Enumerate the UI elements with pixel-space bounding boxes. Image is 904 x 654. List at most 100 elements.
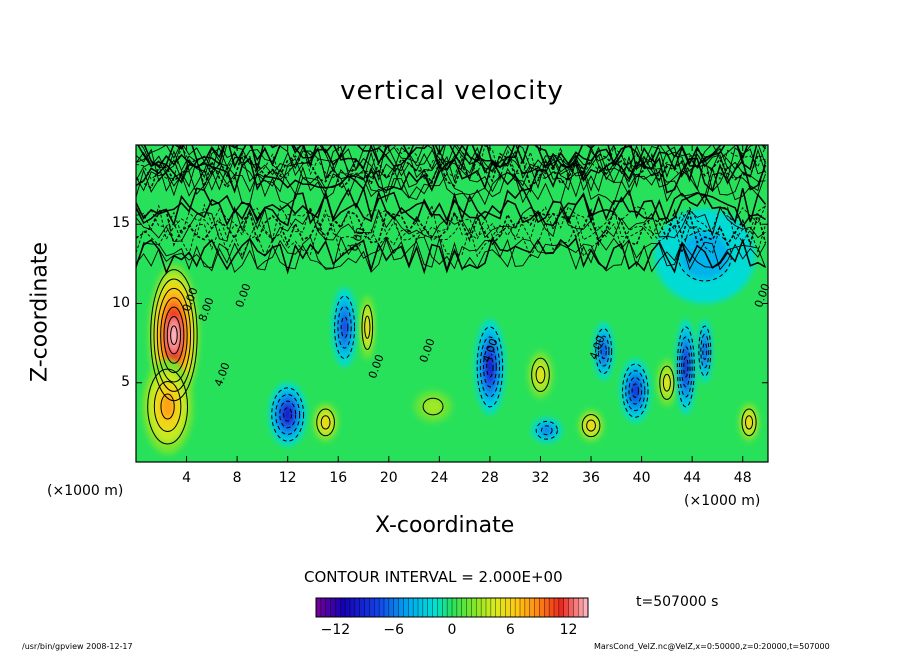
colorbar-swatch — [320, 598, 327, 617]
contour-line — [540, 425, 553, 436]
colorbar-swatch — [316, 598, 322, 617]
feature-cell — [675, 319, 696, 415]
colorbar-swatch — [388, 598, 395, 617]
feature-cell — [654, 208, 756, 304]
colorbar-swatch — [330, 598, 336, 617]
colorbar-swatch — [345, 598, 351, 617]
contour-line — [364, 315, 371, 339]
contour-line — [316, 408, 335, 437]
contour-line — [166, 315, 182, 355]
colorbar-swatch — [544, 598, 550, 617]
x-tick-label: 4 — [182, 470, 191, 486]
colorbar-tick-label: −12 — [320, 622, 351, 638]
x-tick-marks — [186, 145, 744, 462]
contour-line — [531, 357, 550, 392]
x-tick-label: 28 — [480, 470, 499, 486]
footer-right: MarsCond_VelZ.nc@VelZ,x=0:50000,z=0:2000… — [594, 642, 830, 651]
colorbar-swatch — [403, 598, 409, 617]
x-units-left: (×1000 m) — [47, 483, 124, 499]
feature-cell — [268, 382, 307, 447]
y-axis-label: Z-coordinate — [27, 242, 53, 382]
contour-line — [361, 304, 374, 350]
colorbar-swatch — [379, 598, 385, 617]
feature-level — [486, 357, 493, 377]
feature-level — [364, 316, 370, 338]
colorbar-swatch — [515, 598, 521, 617]
colorbar-swatch — [393, 598, 399, 617]
contour-line — [678, 336, 693, 398]
contour-line — [483, 346, 497, 388]
contour-line — [702, 342, 708, 360]
colorbar-swatch — [578, 598, 584, 617]
x-tick-label: 8 — [232, 470, 242, 486]
contour-line — [700, 333, 710, 369]
contour-line — [136, 236, 766, 275]
colorbar-swatch — [476, 598, 482, 617]
footer-left: /usr/bin/gpview 2008-12-17 — [22, 642, 133, 651]
contour-line — [170, 325, 178, 346]
colorbar-swatch — [558, 598, 565, 617]
plot-area — [136, 145, 768, 462]
contour-line — [600, 343, 607, 360]
feature-cell — [414, 390, 452, 423]
contour-line — [476, 326, 504, 408]
contour-line — [741, 408, 757, 437]
feature-level — [283, 408, 292, 421]
feature-level — [663, 374, 671, 391]
x-tick-label: 32 — [531, 470, 550, 486]
feature-level — [341, 317, 348, 338]
contour-line — [283, 407, 293, 422]
colorbar-swatch — [568, 598, 574, 617]
x-units-right: (×1000 m) — [684, 493, 761, 509]
contour-line — [597, 335, 610, 367]
colorbar-swatch — [350, 598, 356, 617]
chart-title: vertical velocity — [340, 76, 564, 106]
contour-line — [136, 205, 766, 244]
contour-line — [136, 151, 766, 190]
feature-level — [423, 398, 443, 415]
contour-line — [340, 316, 349, 339]
colorbar-swatch — [364, 598, 370, 617]
contour-line — [153, 278, 195, 392]
contour-line — [136, 168, 766, 206]
feature-level — [536, 366, 545, 383]
x-tick-label: 24 — [430, 470, 449, 486]
contour-line — [422, 397, 444, 416]
contour-line — [535, 366, 546, 384]
x-tick-label: 40 — [632, 470, 651, 486]
colorbar-swatch — [374, 598, 380, 617]
contour-line — [136, 208, 767, 247]
contour-line — [156, 287, 192, 383]
colorbar-swatch — [573, 598, 579, 617]
colorbar-swatch — [583, 598, 589, 617]
contour-lines — [136, 145, 767, 445]
colorbar-swatch — [471, 598, 477, 617]
colorbar-swatch — [534, 598, 540, 617]
colorbar — [315, 597, 589, 618]
colorbar-frame — [315, 597, 589, 618]
contour-line — [681, 346, 691, 388]
feature-level — [745, 416, 753, 429]
colorbar-swatch — [325, 598, 331, 617]
contour-line — [136, 237, 766, 273]
colorbar-swatch — [354, 598, 361, 617]
contour-line — [622, 363, 649, 418]
feature-level — [679, 232, 731, 280]
contour-line — [676, 326, 695, 408]
x-tick-label: 12 — [278, 470, 297, 486]
x-tick-label: 44 — [683, 470, 702, 486]
colorbar-swatch — [529, 598, 535, 617]
colorbar-swatch — [340, 598, 346, 617]
contour-line — [337, 305, 352, 349]
colorbar-swatch — [335, 598, 341, 617]
x-tick-label: 48 — [733, 470, 752, 486]
colorbar-swatch — [549, 598, 555, 617]
x-tick-label: 20 — [379, 470, 398, 486]
feature-level — [601, 343, 607, 359]
feature-level — [683, 357, 688, 377]
y-tick-label: 15 — [112, 215, 130, 232]
colorbar-swatch — [447, 598, 453, 617]
contour-line — [479, 336, 500, 398]
colorbar-swatch — [413, 598, 419, 617]
